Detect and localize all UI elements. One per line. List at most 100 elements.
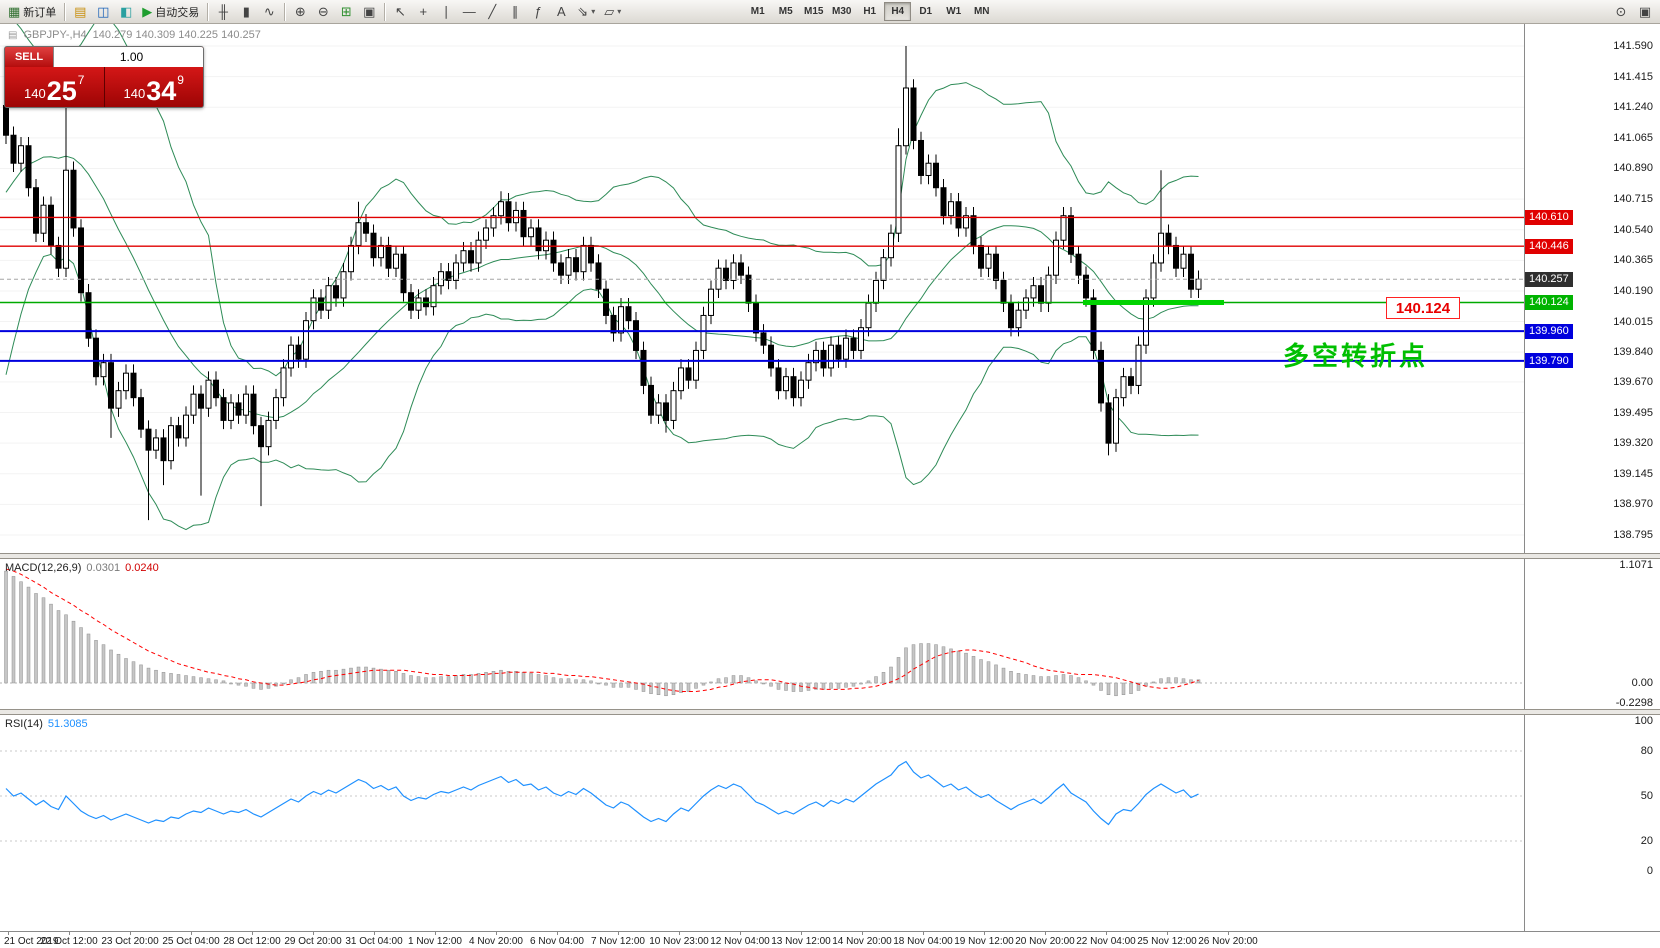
- search-button[interactable]: ⊙: [1610, 2, 1632, 22]
- timeframe-h1-button[interactable]: H1: [863, 6, 877, 17]
- time-axis-tick: [130, 932, 131, 935]
- macd-axis-label: 1.1071: [1619, 559, 1653, 571]
- price-axis-tick: 140.540: [1613, 223, 1653, 236]
- price-badge: 140.446: [1525, 238, 1573, 254]
- window-list-button[interactable]: ▣: [1634, 2, 1656, 22]
- zoom-in-button[interactable]: ⊕: [289, 2, 311, 22]
- profiles-button[interactable]: ▤: [69, 2, 91, 22]
- macd-pane-separator[interactable]: [0, 553, 1660, 559]
- toolbar-separator: [384, 2, 386, 21]
- rsi-label: RSI(14): [5, 718, 43, 730]
- timeframe-m1-button[interactable]: M1: [750, 6, 765, 17]
- time-axis-tick: [923, 932, 924, 935]
- time-axis-tick: [862, 932, 863, 935]
- rsi-axis[interactable]: [1524, 715, 1660, 931]
- candle-chart-button[interactable]: ▮: [235, 2, 257, 22]
- macd-indicator-canvas[interactable]: [0, 559, 1524, 709]
- time-axis-tick: [8, 932, 9, 935]
- timeframe-m30-button[interactable]: M30: [832, 6, 852, 17]
- price-axis-tick: 139.670: [1613, 375, 1653, 388]
- time-axis-tick: [740, 932, 741, 935]
- data-window-button[interactable]: ◧: [115, 2, 137, 22]
- new-order-button[interactable]: ▦ 新订单: [4, 2, 60, 22]
- timeframe-m15-button[interactable]: M15: [804, 6, 824, 17]
- rsi-axis-label: 100: [1634, 715, 1653, 727]
- time-axis-label: 28 Oct 12:00: [223, 936, 281, 947]
- shapes-button[interactable]: ▱ ▾: [600, 2, 625, 22]
- horizontal-line-button[interactable]: ―: [458, 2, 480, 22]
- time-axis-label: 12 Nov 04:00: [710, 936, 770, 947]
- tile-windows-icon: ⊞: [340, 4, 352, 19]
- time-axis-label: 18 Nov 04:00: [893, 936, 953, 947]
- vertical-line-button[interactable]: ∣: [435, 2, 457, 22]
- timeframe-m5-button[interactable]: M5: [778, 6, 793, 17]
- time-axis-label: 23 Oct 20:00: [101, 936, 159, 947]
- chevron-down-icon: ▾: [591, 7, 596, 16]
- time-axis-tick: [984, 932, 985, 935]
- time-axis-label: 25 Nov 12:00: [1137, 936, 1197, 947]
- fibonacci-button[interactable]: ƒ: [527, 2, 549, 22]
- buy-price-button[interactable]: 140 34 9: [104, 67, 203, 107]
- zoom-out-icon: ⊖: [317, 4, 329, 19]
- text-label-button[interactable]: A: [550, 2, 572, 22]
- rsi-axis-label: 50: [1640, 790, 1653, 802]
- buy-price-prefix: 140: [123, 86, 146, 101]
- market-watch-button[interactable]: ◫: [92, 2, 114, 22]
- rsi-indicator-canvas[interactable]: [0, 715, 1524, 931]
- cascade-windows-button[interactable]: ▣: [358, 2, 380, 22]
- time-axis-label: 19 Nov 12:00: [954, 936, 1014, 947]
- symbol-period-label: GBPJPY-,H4: [23, 29, 87, 41]
- rsi-pane-separator[interactable]: [0, 709, 1660, 715]
- chart-icon: ▤: [8, 29, 18, 41]
- autotrade-button[interactable]: ▶ 自动交易: [138, 2, 203, 22]
- time-axis-tick: [69, 932, 70, 935]
- macd-main-value: 0.0301: [86, 562, 121, 574]
- timeframe-w1-button[interactable]: W1: [946, 6, 962, 17]
- trendline-button[interactable]: ╱: [481, 2, 503, 22]
- time-axis-tick: [557, 932, 558, 935]
- buy-price-main: 34: [146, 76, 177, 107]
- zoom-out-button[interactable]: ⊖: [312, 2, 334, 22]
- zoom-in-icon: ⊕: [294, 4, 306, 19]
- volume-input[interactable]: [54, 48, 203, 66]
- market-watch-icon: ◫: [97, 4, 110, 19]
- price-axis[interactable]: [1524, 24, 1660, 553]
- cursor-button[interactable]: ↖: [389, 2, 411, 22]
- buy-price-pip: 9: [177, 73, 184, 87]
- arrows-button[interactable]: ⇘ ▾: [573, 2, 599, 22]
- sell-price-button[interactable]: 140 25 7: [5, 67, 105, 107]
- price-axis-tick: 140.715: [1613, 193, 1653, 206]
- price-axis-tick: 138.795: [1613, 529, 1653, 541]
- crosshair-icon: +: [419, 4, 428, 19]
- main-price-chart-canvas[interactable]: [0, 24, 1524, 553]
- pivot-price-label[interactable]: 140.124: [1386, 297, 1460, 319]
- sell-button[interactable]: SELL: [5, 47, 53, 67]
- time-axis-tick: [313, 932, 314, 935]
- time-axis[interactable]: 21 Oct 2019 22 Oct 12:00 23 Oct 20:00 25 Oc…: [0, 931, 1660, 948]
- line-chart-button[interactable]: ∿: [258, 2, 280, 22]
- timeframe-d1-button[interactable]: D1: [919, 6, 933, 17]
- one-click-trading-panel: SELL ▲ ▼ BUY 140 25 7 140 34 9: [4, 46, 204, 108]
- time-axis-label: 22 Oct 12:00: [40, 936, 98, 947]
- turning-point-annotation[interactable]: 多空转折点: [1283, 341, 1429, 371]
- timeframe-mn-button[interactable]: MN: [973, 6, 990, 17]
- price-axis-tick: 141.065: [1613, 131, 1653, 144]
- time-axis-tick: [252, 932, 253, 935]
- price-badge: 140.257: [1525, 271, 1573, 287]
- tile-windows-button[interactable]: ⊞: [335, 2, 357, 22]
- autotrade-button-label: 自动交易: [155, 6, 200, 19]
- timeframe-h4-button[interactable]: H4: [884, 2, 912, 21]
- channel-button[interactable]: ∥: [504, 2, 526, 22]
- crosshair-button[interactable]: +: [412, 2, 434, 22]
- trendline-icon: ╱: [488, 4, 497, 19]
- time-axis-tick: [801, 932, 802, 935]
- profiles-icon: ▤: [74, 4, 87, 19]
- fibonacci-icon: ƒ: [534, 4, 542, 19]
- bar-chart-button[interactable]: ╫: [212, 2, 234, 22]
- macd-axis[interactable]: [1524, 559, 1660, 709]
- time-axis-tick: [496, 932, 497, 935]
- time-axis-tick: [191, 932, 192, 935]
- cursor-icon: ↖: [394, 4, 406, 19]
- price-badge: 140.610: [1525, 209, 1573, 225]
- time-axis-label: 20 Nov 20:00: [1015, 936, 1075, 947]
